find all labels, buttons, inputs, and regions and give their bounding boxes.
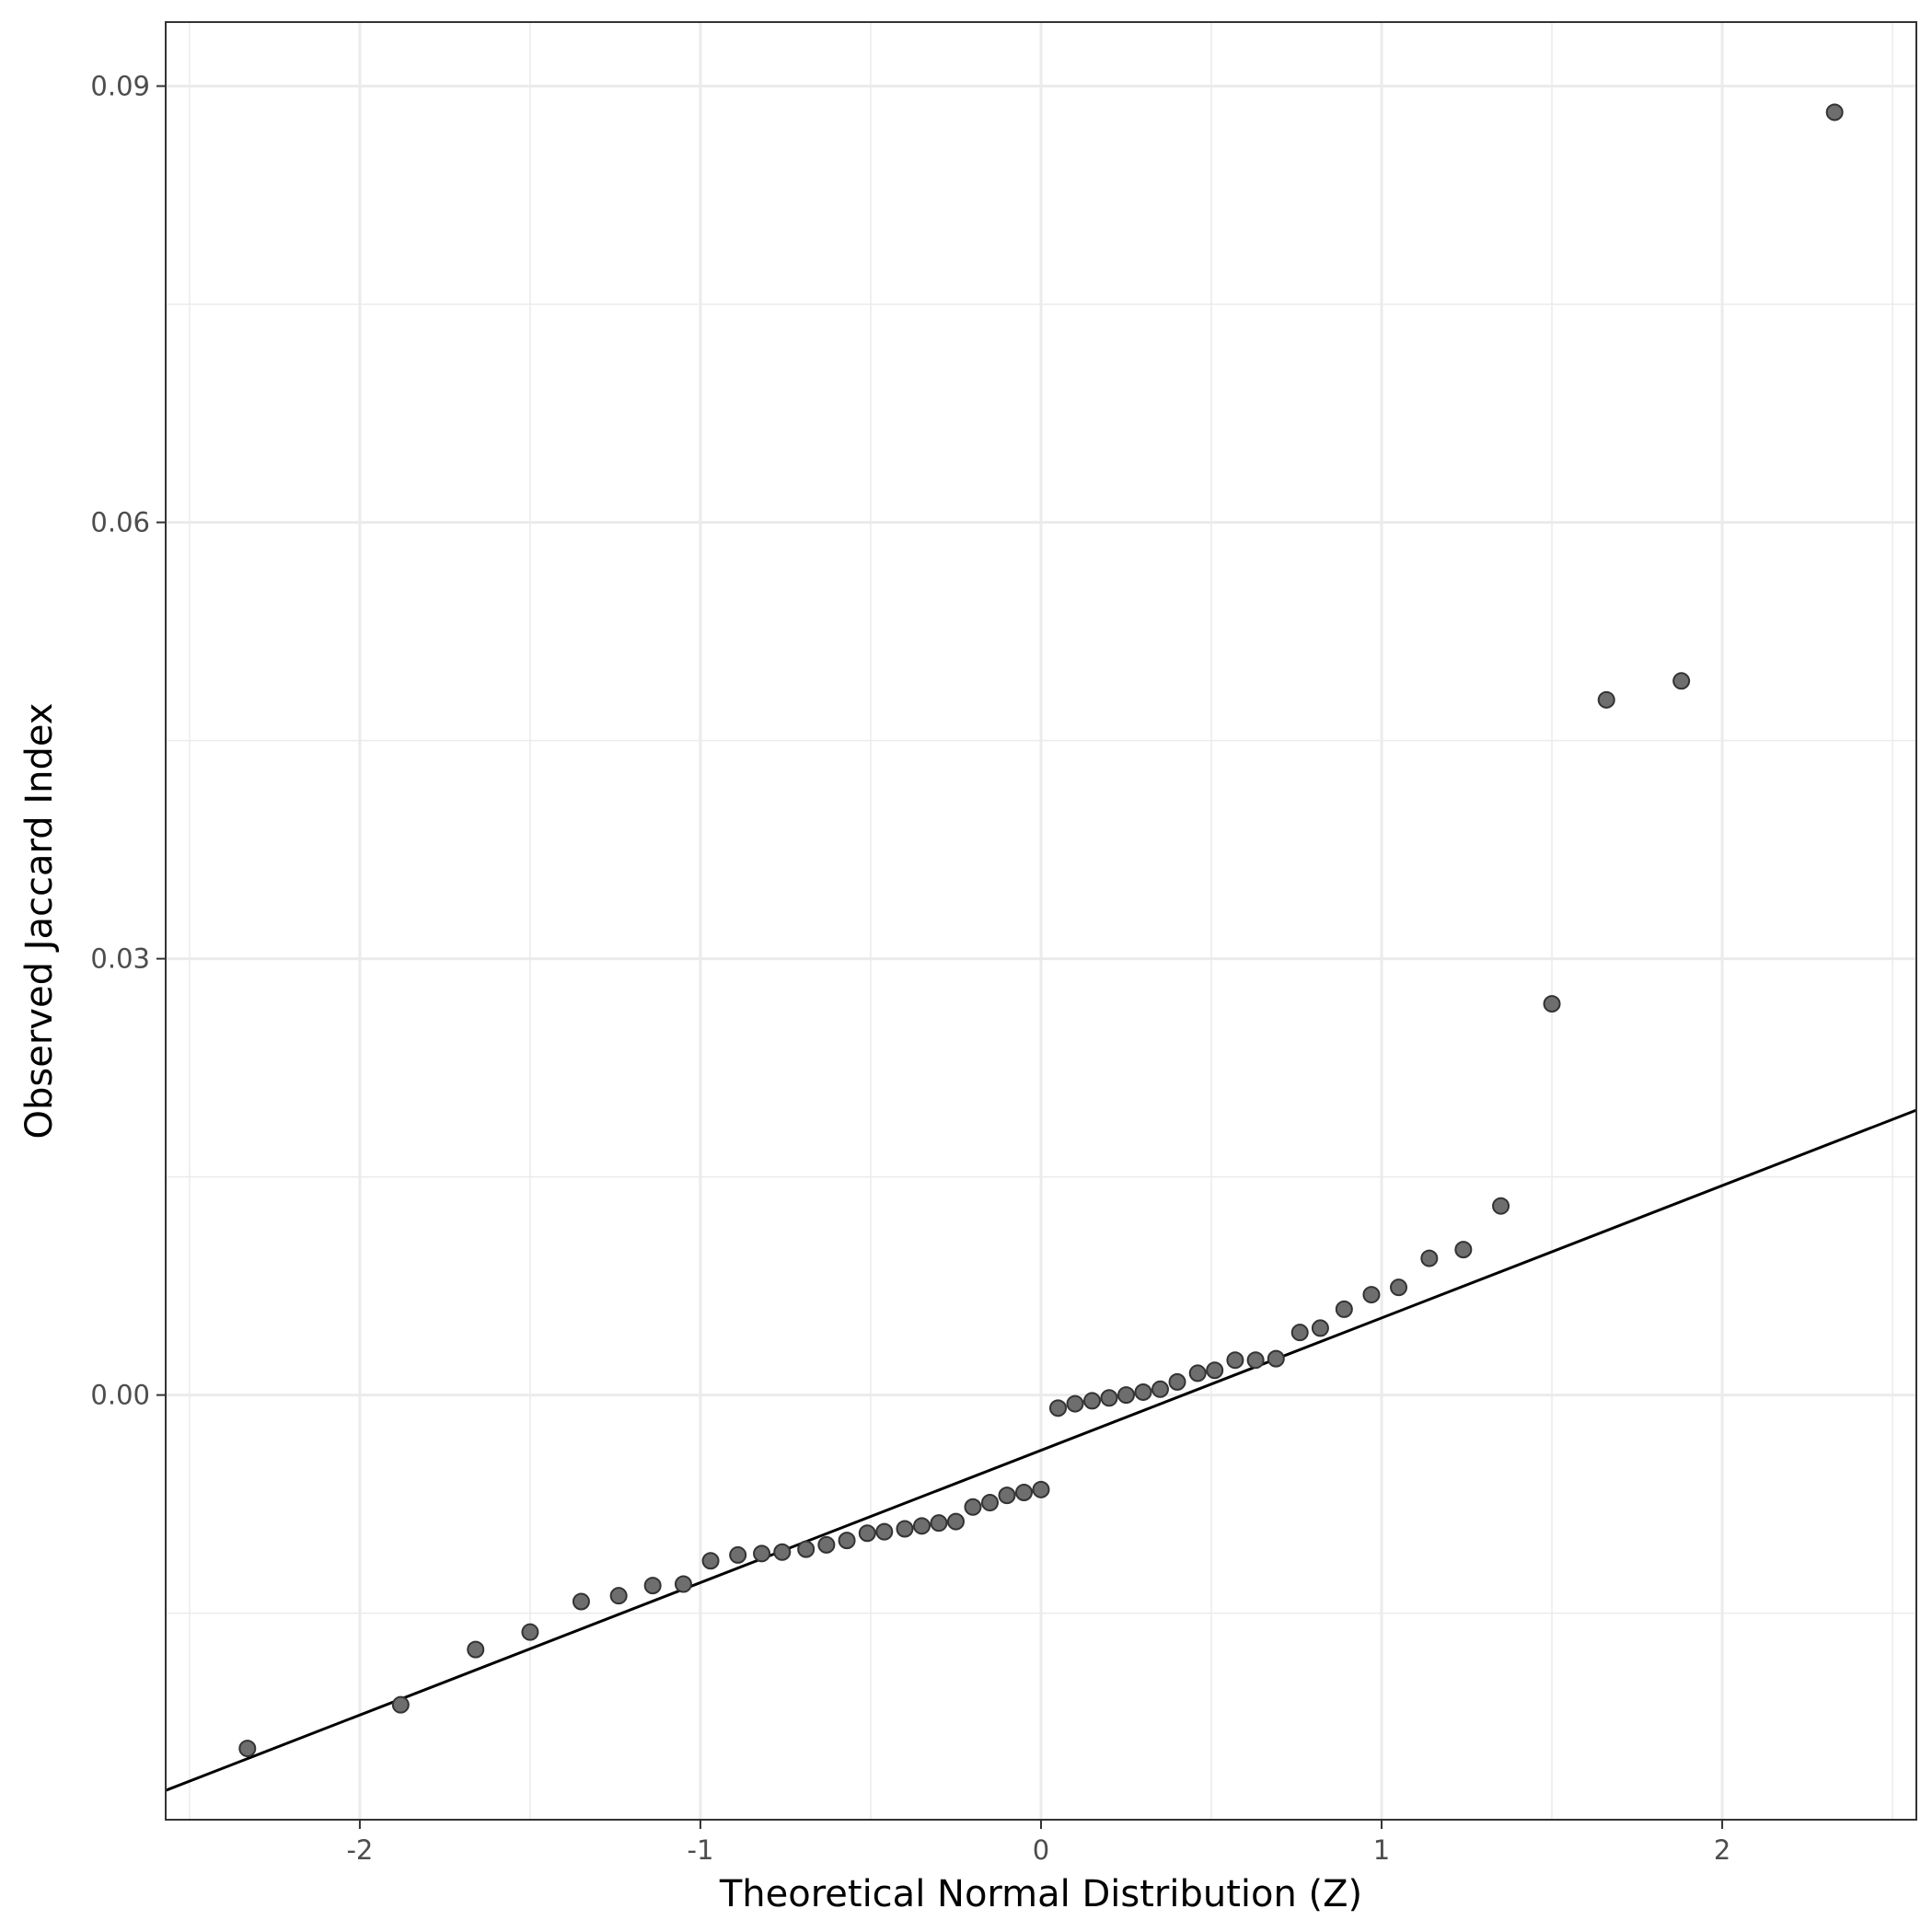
data-point: [980, 1494, 999, 1512]
data-point: [1362, 1286, 1381, 1304]
data-point: [753, 1544, 771, 1563]
x-tick-label: 2: [1714, 1834, 1730, 1866]
x-axis-title: Theoretical Normal Distribution (Z): [719, 1873, 1362, 1915]
data-point: [1420, 1249, 1439, 1267]
data-point: [797, 1540, 816, 1558]
data-point: [912, 1517, 931, 1535]
data-point: [521, 1623, 539, 1641]
x-tick-label: 1: [1373, 1834, 1390, 1866]
data-point: [1151, 1380, 1170, 1398]
data-point: [1206, 1361, 1224, 1380]
x-tick-label: -2: [346, 1834, 373, 1866]
reference-line-layer: [165, 1108, 1917, 1792]
data-points: [238, 103, 1844, 1758]
y-axis-title: Observed Jaccard Index: [18, 703, 61, 1140]
data-point: [1543, 995, 1561, 1013]
data-point: [838, 1532, 856, 1550]
data-point: [1246, 1351, 1265, 1370]
y-tick-label: 0.09: [90, 71, 150, 102]
data-point: [1454, 1241, 1473, 1259]
data-point: [1168, 1372, 1186, 1391]
y-tick-label: 0.06: [90, 507, 150, 538]
data-point: [1066, 1394, 1084, 1413]
y-tick-label: 0.03: [90, 943, 150, 975]
data-point: [964, 1498, 982, 1516]
data-point: [1049, 1399, 1068, 1417]
data-point: [896, 1520, 914, 1538]
data-point: [998, 1487, 1016, 1505]
data-point: [875, 1522, 894, 1541]
x-tick-label: -1: [688, 1834, 714, 1866]
data-point: [1188, 1364, 1207, 1382]
x-tick-label: 0: [1033, 1834, 1049, 1866]
data-point: [1226, 1351, 1244, 1370]
data-point: [643, 1577, 662, 1595]
data-point: [817, 1535, 836, 1554]
data-point: [609, 1587, 628, 1605]
data-point: [1134, 1382, 1152, 1401]
data-point: [858, 1524, 876, 1543]
data-point: [1083, 1392, 1102, 1410]
qq-reference-line: [165, 1108, 1917, 1792]
data-point: [930, 1514, 948, 1533]
data-point: [391, 1695, 410, 1714]
data-point: [1267, 1349, 1285, 1368]
data-point: [946, 1512, 965, 1531]
data-point: [572, 1592, 590, 1611]
data-point: [1390, 1278, 1408, 1297]
data-point: [1825, 103, 1844, 121]
data-point: [1014, 1483, 1033, 1501]
data-point: [1335, 1300, 1353, 1318]
data-point: [1100, 1389, 1118, 1407]
data-point: [1032, 1480, 1050, 1498]
data-point: [1311, 1319, 1329, 1337]
data-point: [238, 1740, 257, 1758]
data-point: [1117, 1386, 1136, 1405]
data-point: [1672, 672, 1691, 690]
data-point: [467, 1640, 485, 1659]
data-point: [674, 1575, 692, 1593]
data-point: [1492, 1197, 1510, 1215]
panel: [165, 21, 1917, 1821]
data-point: [773, 1543, 792, 1561]
grid-lines: [166, 22, 1916, 1820]
y-tick-label: 0.00: [90, 1380, 150, 1411]
data-point: [1597, 690, 1615, 709]
data-point: [701, 1552, 720, 1570]
data-point: [1290, 1324, 1309, 1342]
axes: -2 -1 0 1 2 0.00 0.03 0.06 0.09: [90, 71, 1730, 1866]
data-point: [729, 1545, 747, 1564]
